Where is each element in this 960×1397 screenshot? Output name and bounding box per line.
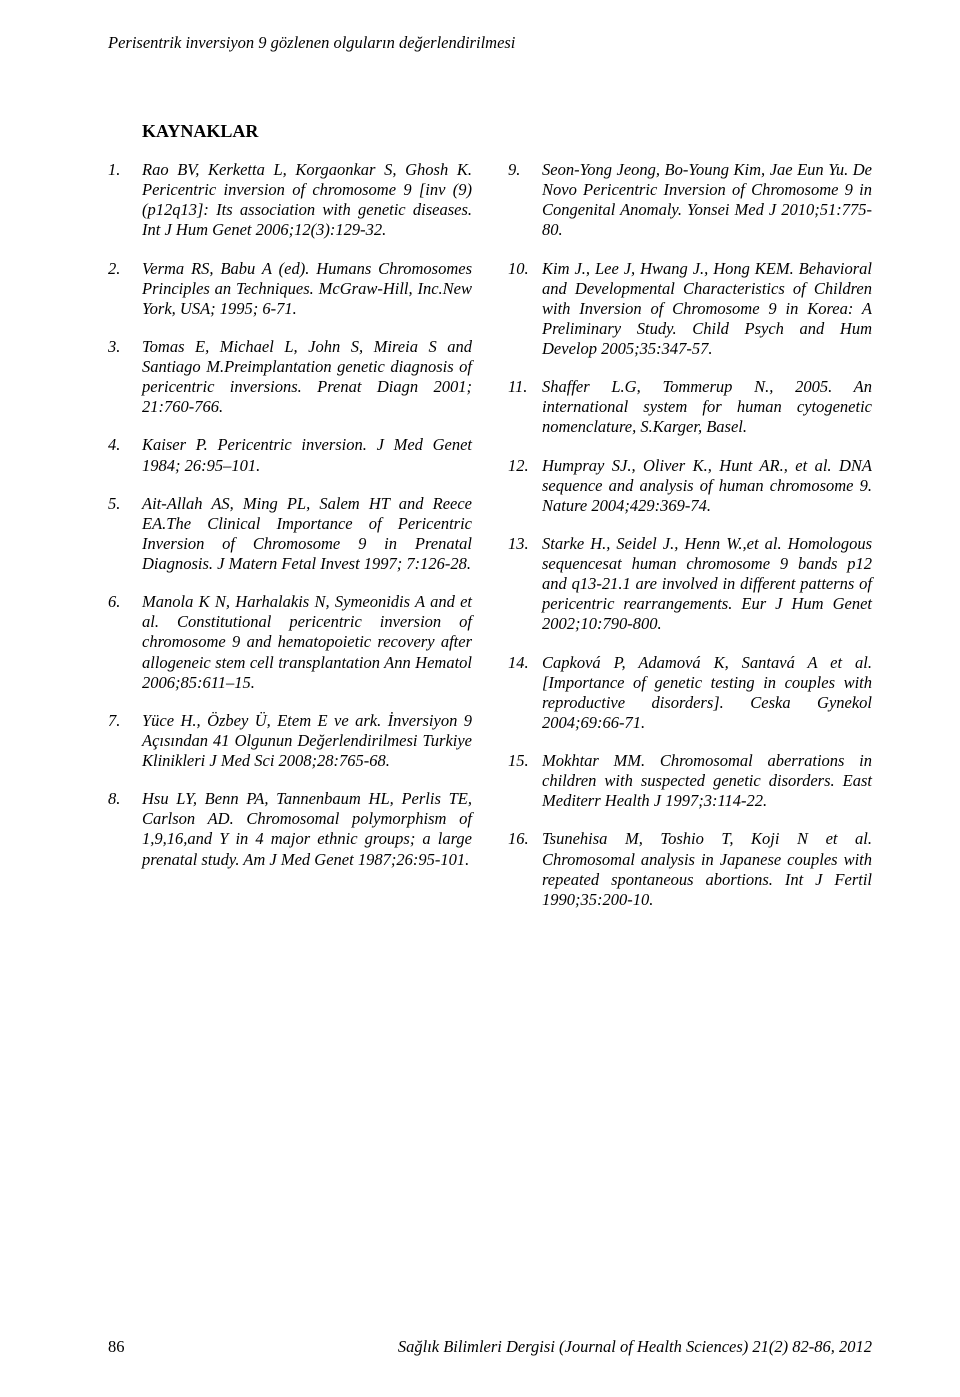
page-container: Perisentrik inversiyon 9 gözlenen olgula… bbox=[0, 0, 960, 1397]
reference-number: 8. bbox=[108, 789, 142, 870]
reference-number: 3. bbox=[108, 337, 142, 418]
reference-item: 12.Humpray SJ., Oliver K., Hunt AR., et … bbox=[508, 456, 872, 516]
page-footer: 86 Sağlık Bilimleri Dergisi (Journal of … bbox=[108, 1337, 872, 1357]
section-title-references: KAYNAKLAR bbox=[142, 121, 872, 142]
reference-item: 3.Tomas E, Michael L, John S, Mireia S a… bbox=[108, 337, 472, 418]
reference-item: 9.Seon-Yong Jeong, Bo-Young Kim, Jae Eun… bbox=[508, 160, 872, 241]
references-right-column: 9.Seon-Yong Jeong, Bo-Young Kim, Jae Eun… bbox=[508, 160, 872, 928]
reference-number: 7. bbox=[108, 711, 142, 771]
reference-text: Tomas E, Michael L, John S, Mireia S and… bbox=[142, 337, 472, 418]
reference-item: 5.Ait-Allah AS, Ming PL, Salem HT and Re… bbox=[108, 494, 472, 575]
reference-item: 4.Kaiser P. Pericentric inversion. J Med… bbox=[108, 435, 472, 475]
reference-item: 2.Verma RS, Babu A (ed). Humans Chromoso… bbox=[108, 259, 472, 319]
journal-citation: Sağlık Bilimleri Dergisi (Journal of Hea… bbox=[398, 1337, 872, 1357]
reference-number: 2. bbox=[108, 259, 142, 319]
reference-text: Tsunehisa M, Toshio T, Koji N et al. Chr… bbox=[542, 829, 872, 910]
reference-text: Seon-Yong Jeong, Bo-Young Kim, Jae Eun Y… bbox=[542, 160, 872, 241]
reference-text: Kim J., Lee J, Hwang J., Hong KEM. Behav… bbox=[542, 259, 872, 360]
reference-text: Manola K N, Harhalakis N, Symeonidis A a… bbox=[142, 592, 472, 693]
reference-text: Yüce H., Özbey Ü, Etem E ve ark. İnversi… bbox=[142, 711, 472, 771]
reference-item: 16.Tsunehisa M, Toshio T, Koji N et al. … bbox=[508, 829, 872, 910]
reference-number: 6. bbox=[108, 592, 142, 693]
reference-text: Humpray SJ., Oliver K., Hunt AR., et al.… bbox=[542, 456, 872, 516]
references-left-column: 1.Rao BV, Kerketta L, Korgaonkar S, Ghos… bbox=[108, 160, 472, 928]
reference-item: 14.Capková P, Adamová K, Santavá A et al… bbox=[508, 653, 872, 734]
reference-item: 6.Manola K N, Harhalakis N, Symeonidis A… bbox=[108, 592, 472, 693]
reference-text: Verma RS, Babu A (ed). Humans Chromosome… bbox=[142, 259, 472, 319]
reference-item: 11.Shaffer L.G, Tommerup N., 2005. An in… bbox=[508, 377, 872, 437]
reference-text: Mokhtar MM. Chromosomal aberrations in c… bbox=[542, 751, 872, 811]
reference-number: 13. bbox=[508, 534, 542, 635]
reference-text: Ait-Allah AS, Ming PL, Salem HT and Reec… bbox=[142, 494, 472, 575]
reference-number: 15. bbox=[508, 751, 542, 811]
reference-text: Starke H., Seidel J., Henn W.,et al. Hom… bbox=[542, 534, 872, 635]
reference-number: 5. bbox=[108, 494, 142, 575]
reference-text: Capková P, Adamová K, Santavá A et al. [… bbox=[542, 653, 872, 734]
reference-number: 11. bbox=[508, 377, 542, 437]
reference-item: 10.Kim J., Lee J, Hwang J., Hong KEM. Be… bbox=[508, 259, 872, 360]
reference-text: Kaiser P. Pericentric inversion. J Med G… bbox=[142, 435, 472, 475]
reference-number: 9. bbox=[508, 160, 542, 241]
reference-number: 12. bbox=[508, 456, 542, 516]
reference-text: Shaffer L.G, Tommerup N., 2005. An inter… bbox=[542, 377, 872, 437]
references-columns: 1.Rao BV, Kerketta L, Korgaonkar S, Ghos… bbox=[108, 160, 872, 928]
reference-number: 4. bbox=[108, 435, 142, 475]
page-number: 86 bbox=[108, 1337, 125, 1357]
reference-item: 15.Mokhtar MM. Chromosomal aberrations i… bbox=[508, 751, 872, 811]
reference-text: Rao BV, Kerketta L, Korgaonkar S, Ghosh … bbox=[142, 160, 472, 241]
reference-number: 14. bbox=[508, 653, 542, 734]
reference-number: 10. bbox=[508, 259, 542, 360]
reference-item: 7.Yüce H., Özbey Ü, Etem E ve ark. İnver… bbox=[108, 711, 472, 771]
reference-number: 1. bbox=[108, 160, 142, 241]
reference-item: 13.Starke H., Seidel J., Henn W.,et al. … bbox=[508, 534, 872, 635]
reference-number: 16. bbox=[508, 829, 542, 910]
reference-text: Hsu LY, Benn PA, Tannenbaum HL, Perlis T… bbox=[142, 789, 472, 870]
reference-item: 1.Rao BV, Kerketta L, Korgaonkar S, Ghos… bbox=[108, 160, 472, 241]
running-header: Perisentrik inversiyon 9 gözlenen olgula… bbox=[108, 33, 872, 53]
reference-item: 8.Hsu LY, Benn PA, Tannenbaum HL, Perlis… bbox=[108, 789, 472, 870]
